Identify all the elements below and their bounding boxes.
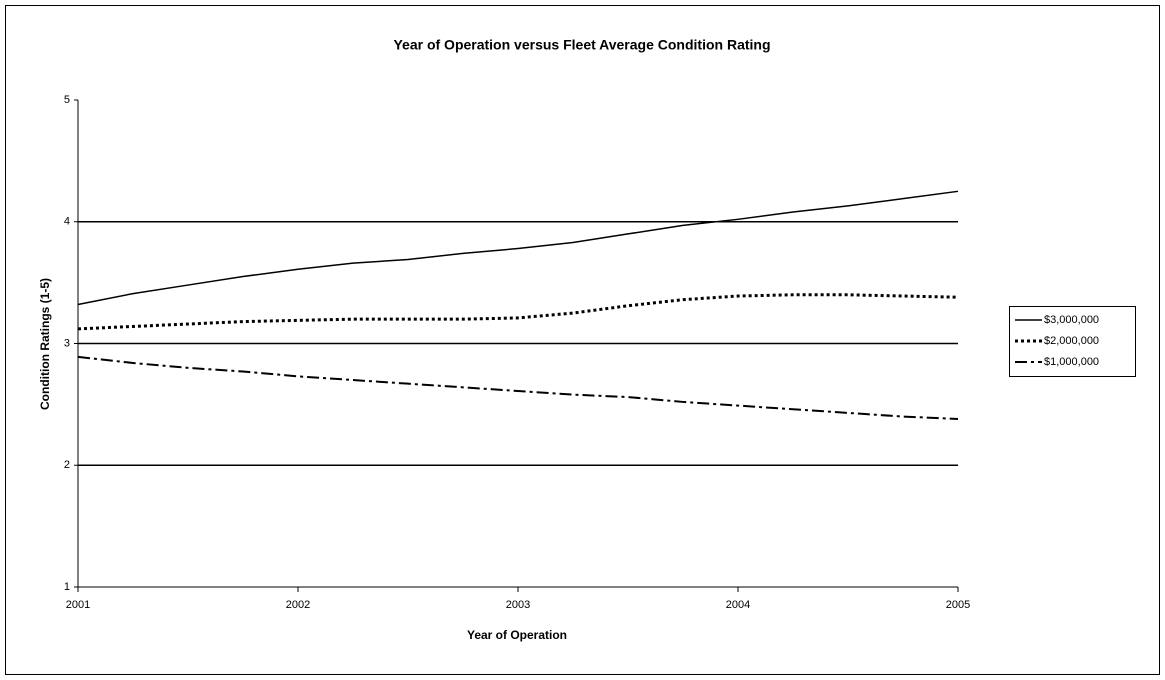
- legend-label: $1,000,000: [1044, 356, 1099, 368]
- chart-frame: [5, 5, 1160, 675]
- x-tick-label: 2004: [726, 599, 750, 611]
- legend: [1009, 306, 1136, 377]
- x-tick-label: 2002: [286, 599, 310, 611]
- y-tick-label: 5: [64, 94, 70, 106]
- series-line: [77, 293, 959, 331]
- y-axis-label: Condition Ratings (1-5): [38, 278, 52, 410]
- y-tick-label: 3: [64, 337, 70, 349]
- series-line: [77, 355, 959, 420]
- x-tick-label: 2003: [506, 599, 530, 611]
- x-tick-label: 2001: [66, 599, 90, 611]
- legend-label: $3,000,000: [1044, 314, 1099, 326]
- y-tick-label: 2: [64, 459, 70, 471]
- x-tick-label: 2005: [946, 599, 970, 611]
- chart-title: Year of Operation versus Fleet Average C…: [393, 37, 770, 53]
- legend-label: $2,000,000: [1044, 335, 1099, 347]
- x-axis-label: Year of Operation: [467, 628, 567, 642]
- series-line: [77, 190, 959, 306]
- y-tick-label: 4: [64, 216, 70, 228]
- y-tick-label: 1: [64, 581, 70, 593]
